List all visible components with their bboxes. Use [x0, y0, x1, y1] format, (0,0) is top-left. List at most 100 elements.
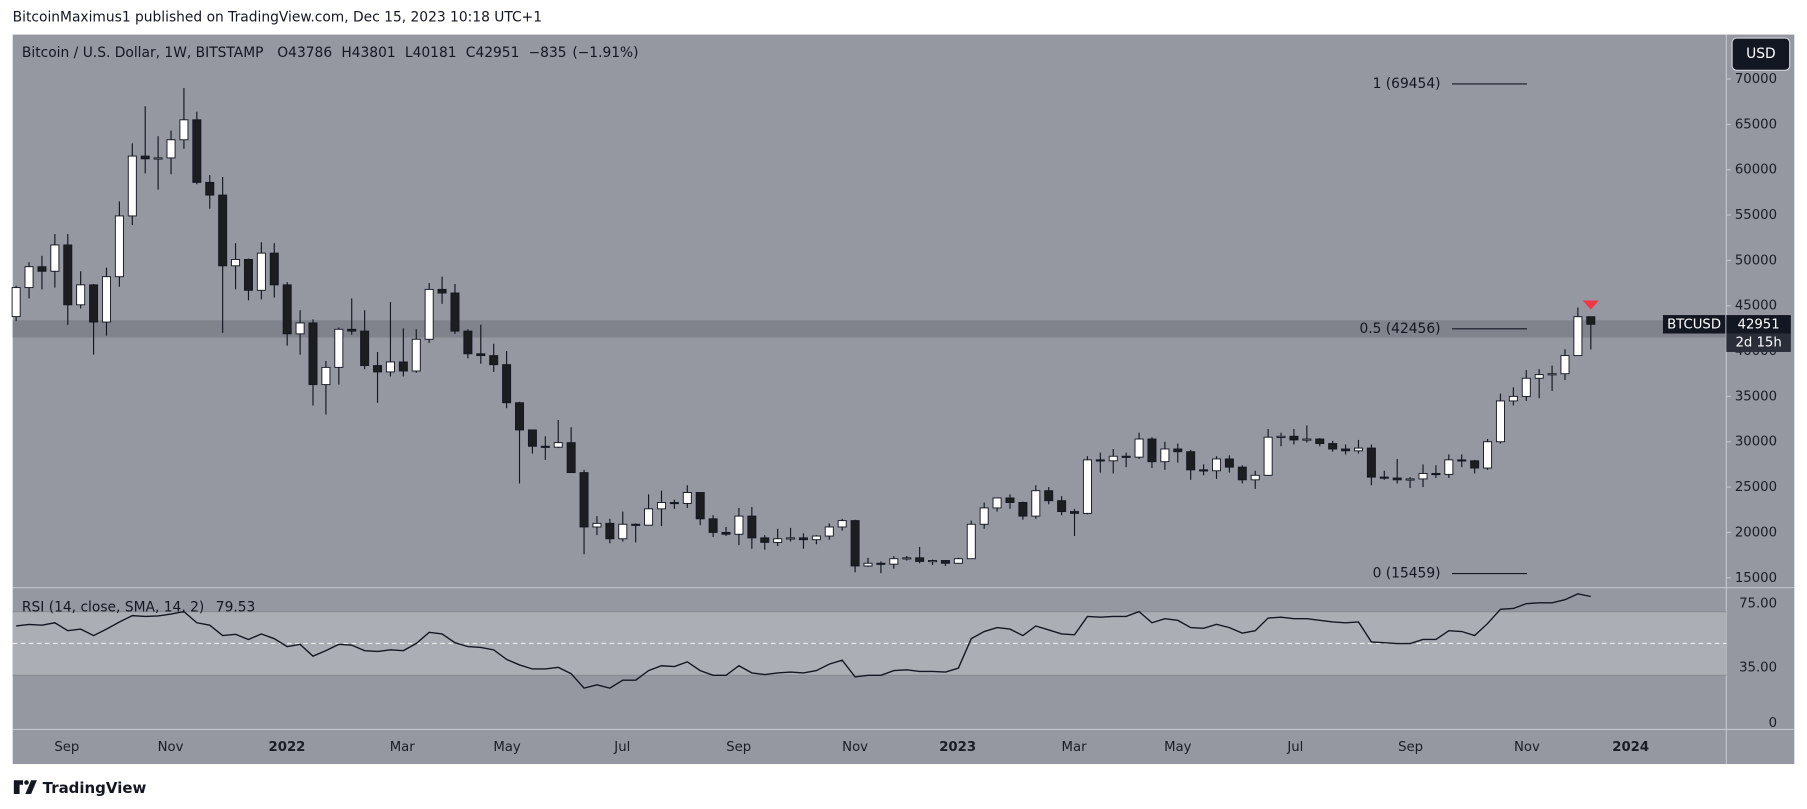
- candle-body: [953, 558, 963, 564]
- rsi-value: 79.53: [216, 599, 256, 615]
- y-tick-label: 25000: [1735, 480, 1777, 495]
- candle-body: [411, 338, 421, 372]
- candle-body: [1031, 490, 1041, 517]
- x-tick-label: Jul: [1286, 740, 1303, 755]
- x-tick-label: Nov: [1514, 740, 1540, 755]
- candle-body: [1508, 395, 1518, 402]
- candle-body: [1457, 459, 1467, 462]
- rsi-tick-label: 35.00: [1739, 660, 1777, 675]
- y-tick-label: 45000: [1735, 299, 1777, 314]
- candle-body: [902, 557, 912, 560]
- candle-body: [940, 560, 950, 564]
- candle-body: [50, 244, 60, 272]
- candle-body: [489, 355, 499, 366]
- candle-body: [695, 492, 705, 520]
- candle-body: [669, 502, 679, 505]
- currency-label: USD: [1746, 46, 1776, 62]
- x-tick-label: 2024: [1612, 740, 1649, 755]
- x-tick-label: Jul: [613, 740, 630, 755]
- candle-body: [631, 523, 641, 526]
- y-tick-label: 35000: [1735, 389, 1777, 404]
- candle-body: [566, 442, 576, 474]
- candle-body: [618, 523, 628, 540]
- x-tick-label: Nov: [842, 740, 868, 755]
- candle-body: [1263, 436, 1273, 476]
- candle-body: [218, 194, 228, 267]
- candle-body: [553, 442, 563, 448]
- candle-body: [1276, 435, 1286, 438]
- x-tick-label: Sep: [1398, 740, 1423, 755]
- y-tick-label: 70000: [1735, 72, 1777, 87]
- candle-body: [1057, 500, 1067, 513]
- candle-body: [192, 119, 202, 183]
- candle-body: [605, 522, 615, 540]
- x-tick-label: 2023: [939, 740, 976, 755]
- candle-body: [282, 284, 292, 335]
- candle-body: [1186, 451, 1196, 471]
- candle-body: [424, 288, 434, 340]
- candle-body: [592, 522, 602, 528]
- change-pct: (−1.91%): [572, 45, 638, 61]
- price-box: [1726, 315, 1791, 334]
- candle-body: [89, 284, 99, 323]
- candle-body: [1444, 459, 1454, 475]
- ohlc-value: 43801: [352, 45, 396, 61]
- candle-body: [1366, 447, 1376, 478]
- price-label: 42951: [1738, 317, 1780, 332]
- candle-body: [786, 537, 796, 540]
- candle-body: [63, 244, 73, 306]
- candle-body: [502, 364, 512, 404]
- candle-body: [721, 531, 731, 535]
- candle-body: [540, 445, 550, 448]
- candle-body: [76, 284, 86, 306]
- currency-button[interactable]: [1731, 37, 1791, 71]
- fib-label: 0 (15459): [1373, 566, 1441, 582]
- candle-body: [811, 535, 821, 541]
- ohlc-prefix: O: [277, 45, 288, 61]
- candle-body: [231, 259, 241, 267]
- ohlc-value: 40181: [413, 45, 457, 61]
- signal-marker: [1582, 300, 1599, 310]
- x-tick-label: May: [1164, 740, 1192, 755]
- candle-body: [1134, 438, 1144, 458]
- candle-body: [1212, 458, 1221, 472]
- countdown-label: 2d 15h: [1735, 336, 1781, 351]
- candle-body: [992, 497, 1002, 509]
- candle-body: [1250, 474, 1260, 481]
- candle-body: [1315, 438, 1325, 445]
- candle-body: [837, 520, 847, 528]
- candle-body: [747, 515, 757, 539]
- candle-body: [1573, 316, 1583, 357]
- chart-title: Bitcoin / U.S. Dollar, 1W, BITSTAMP: [22, 45, 264, 61]
- candle-body: [1302, 438, 1312, 441]
- candle-body: [437, 288, 447, 294]
- y-tick-label: 20000: [1735, 525, 1777, 540]
- x-tick-label: 2022: [269, 740, 306, 755]
- candle-body: [1392, 477, 1402, 481]
- candle-body: [179, 119, 189, 141]
- candle-body: [1289, 435, 1299, 441]
- ohlc-value: 42951: [475, 45, 519, 61]
- candle-body: [1341, 448, 1351, 452]
- rsi-tick-label: 0: [1769, 716, 1777, 731]
- brand: TradingView: [43, 779, 147, 797]
- x-tick-label: Mar: [1062, 740, 1088, 755]
- candle-body: [1431, 473, 1441, 476]
- candle-body: [579, 472, 589, 528]
- candle-body: [256, 252, 266, 291]
- symbol-label: BTCUSD: [1667, 317, 1721, 332]
- ohlc-prefix: H: [341, 45, 351, 61]
- rsi-legend: RSI (14, close, SMA, 14, 2) 79.53: [22, 599, 255, 615]
- candle-body: [398, 361, 408, 372]
- countdown-box: [1726, 333, 1791, 352]
- candle-body: [915, 557, 925, 562]
- candle-body: [37, 266, 47, 272]
- candle-body: [850, 520, 860, 567]
- candle-body: [1108, 455, 1118, 462]
- x-tick-label: Nov: [158, 740, 184, 755]
- y-tick-label: 50000: [1735, 253, 1777, 268]
- candle-body: [760, 537, 770, 543]
- candle-body: [1005, 497, 1015, 503]
- candle-body: [127, 155, 137, 217]
